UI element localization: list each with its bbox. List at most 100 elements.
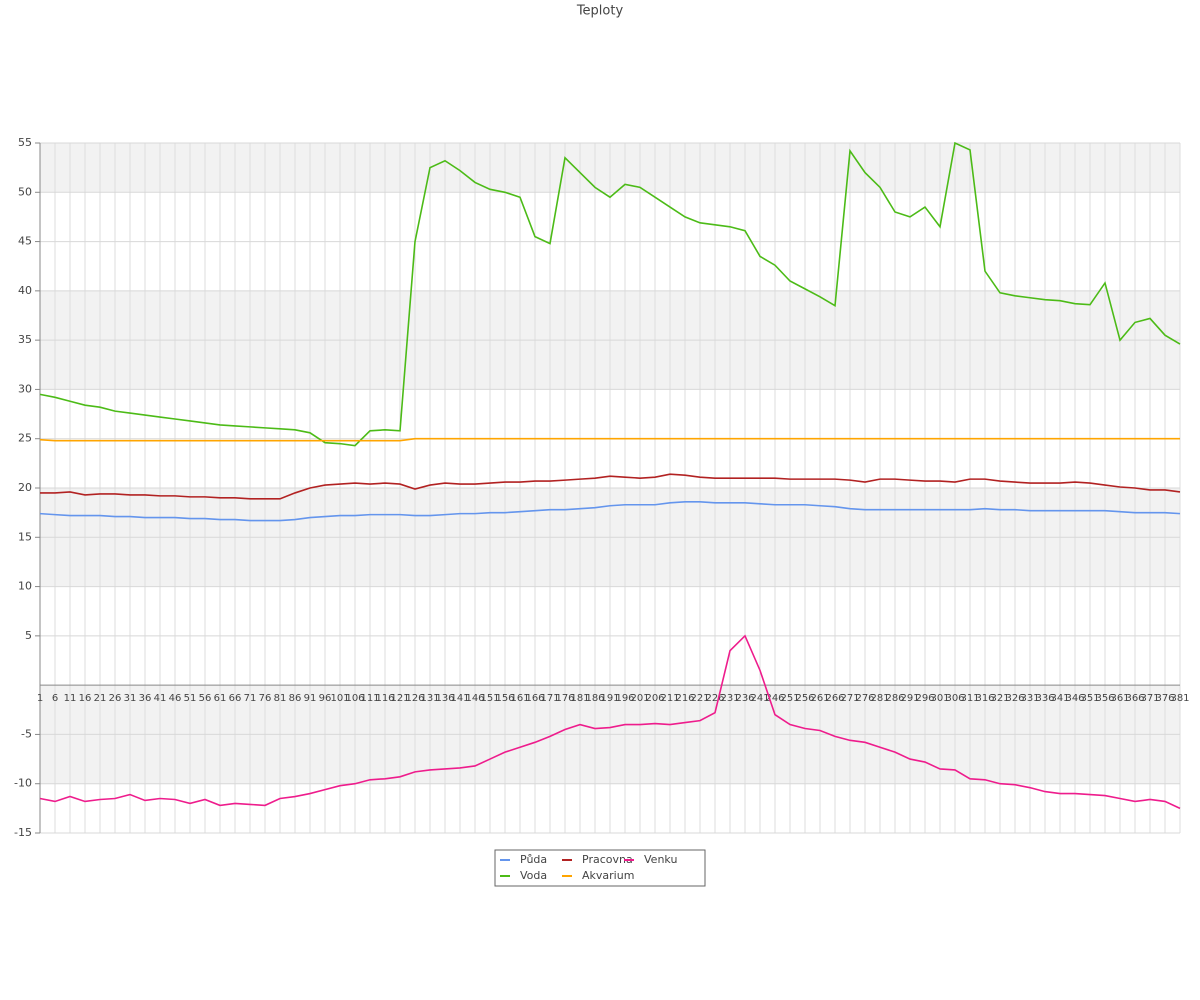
x-tick-label: 316 bbox=[975, 693, 994, 704]
chart-title: Teploty bbox=[576, 4, 624, 19]
x-tick-label: 356 bbox=[1095, 693, 1114, 704]
x-tick-label: 76 bbox=[259, 693, 272, 704]
legend-label: Voda bbox=[520, 869, 547, 882]
x-tick-label: 381 bbox=[1170, 693, 1189, 704]
x-tick-label: 346 bbox=[1065, 693, 1084, 704]
y-tick-label: 30 bbox=[18, 382, 32, 395]
x-tick-label: 186 bbox=[585, 693, 604, 704]
x-tick-label: 101 bbox=[330, 693, 349, 704]
x-tick-label: 1 bbox=[37, 693, 43, 704]
y-tick-label: 55 bbox=[18, 136, 32, 149]
x-tick-label: 281 bbox=[870, 693, 889, 704]
x-tick-label: 226 bbox=[705, 693, 724, 704]
legend-label: Pracovna bbox=[582, 853, 633, 866]
x-tick-label: 131 bbox=[420, 693, 439, 704]
x-tick-label: 231 bbox=[720, 693, 739, 704]
x-tick-label: 221 bbox=[690, 693, 709, 704]
x-tick-label: 21 bbox=[94, 693, 107, 704]
x-tick-label: 191 bbox=[600, 693, 619, 704]
x-tick-label: 341 bbox=[1050, 693, 1069, 704]
x-tick-label: 91 bbox=[304, 693, 317, 704]
x-tick-label: 11 bbox=[64, 693, 77, 704]
x-tick-label: 66 bbox=[229, 693, 242, 704]
x-tick-label: 41 bbox=[154, 693, 167, 704]
x-tick-label: 286 bbox=[885, 693, 904, 704]
x-tick-label: 351 bbox=[1080, 693, 1099, 704]
x-tick-label: 366 bbox=[1125, 693, 1144, 704]
x-tick-label: 201 bbox=[630, 693, 649, 704]
x-tick-label: 336 bbox=[1035, 693, 1054, 704]
x-tick-label: 361 bbox=[1110, 693, 1129, 704]
x-tick-label: 176 bbox=[555, 693, 574, 704]
x-tick-label: 6 bbox=[52, 693, 58, 704]
x-tick-label: 146 bbox=[465, 693, 484, 704]
y-tick-label: 45 bbox=[18, 235, 32, 248]
legend-label: Venku bbox=[644, 853, 677, 866]
x-tick-label: 161 bbox=[510, 693, 529, 704]
x-tick-label: 31 bbox=[124, 693, 137, 704]
x-tick-label: 321 bbox=[990, 693, 1009, 704]
legend-box bbox=[494, 849, 706, 887]
legend: Půda Voda Pracovna Akvarium Venku bbox=[494, 849, 706, 887]
y-tick-label: 20 bbox=[18, 481, 32, 494]
x-tick-label: 136 bbox=[435, 693, 454, 704]
y-tick-label: 10 bbox=[18, 580, 32, 593]
x-tick-label: 211 bbox=[660, 693, 679, 704]
legend-label: Akvarium bbox=[582, 869, 634, 882]
x-tick-label: 116 bbox=[375, 693, 394, 704]
x-tick-label: 206 bbox=[645, 693, 664, 704]
x-tick-label: 141 bbox=[450, 693, 469, 704]
x-tick-label: 301 bbox=[930, 693, 949, 704]
x-tick-label: 86 bbox=[289, 693, 302, 704]
x-tick-label: 26 bbox=[109, 693, 122, 704]
x-tick-label: 266 bbox=[825, 693, 844, 704]
legend-label: Půda bbox=[520, 853, 547, 866]
x-tick-label: 156 bbox=[495, 693, 514, 704]
x-tick-label: 36 bbox=[139, 693, 152, 704]
series-line bbox=[39, 500, 1181, 522]
series-line bbox=[39, 634, 1181, 810]
x-tick-label: 171 bbox=[540, 693, 559, 704]
x-tick-label: 96 bbox=[319, 693, 332, 704]
y-tick-label: -5 bbox=[21, 727, 32, 740]
x-tick-label: 271 bbox=[840, 693, 859, 704]
x-tick-label: 111 bbox=[360, 693, 379, 704]
x-tick-label: 56 bbox=[199, 693, 212, 704]
x-tick-label: 306 bbox=[945, 693, 964, 704]
x-tick-label: 296 bbox=[915, 693, 934, 704]
x-tick-label: 236 bbox=[735, 693, 754, 704]
x-tick-label: 151 bbox=[480, 693, 499, 704]
series-line bbox=[39, 437, 1180, 442]
x-tick-label: 51 bbox=[184, 693, 197, 704]
y-tick-label: 35 bbox=[18, 333, 32, 346]
x-tick-label: 311 bbox=[960, 693, 979, 704]
y-tick-label: 5 bbox=[25, 629, 32, 642]
x-tick-label: 126 bbox=[405, 693, 424, 704]
x-tick-label: 251 bbox=[780, 693, 799, 704]
x-tick-label: 216 bbox=[675, 693, 694, 704]
x-tick-label: 181 bbox=[570, 693, 589, 704]
y-tick-label: -15 bbox=[14, 826, 32, 839]
x-tick-label: 371 bbox=[1140, 693, 1159, 704]
y-tick-label: 40 bbox=[18, 284, 32, 297]
x-tick-label: 291 bbox=[900, 693, 919, 704]
x-tick-label: 261 bbox=[810, 693, 829, 704]
series-line bbox=[40, 473, 1181, 500]
y-tick-label: 25 bbox=[18, 432, 32, 445]
x-tick-label: 71 bbox=[244, 693, 257, 704]
x-tick-label: 246 bbox=[765, 693, 784, 704]
x-tick-label: 276 bbox=[855, 693, 874, 704]
x-tick-label: 81 bbox=[274, 693, 287, 704]
x-tick-label: 166 bbox=[525, 693, 544, 704]
x-tick-label: 16 bbox=[79, 693, 92, 704]
x-tick-label: 46 bbox=[169, 693, 182, 704]
x-tick-label: 121 bbox=[390, 693, 409, 704]
x-tick-label: 326 bbox=[1005, 693, 1024, 704]
x-tick-label: 241 bbox=[750, 693, 769, 704]
x-tick-label: 331 bbox=[1020, 693, 1039, 704]
series-line bbox=[39, 141, 1181, 447]
x-tick-label: 196 bbox=[615, 693, 634, 704]
x-tick-label: 106 bbox=[345, 693, 364, 704]
y-tick-label: 50 bbox=[18, 185, 32, 198]
